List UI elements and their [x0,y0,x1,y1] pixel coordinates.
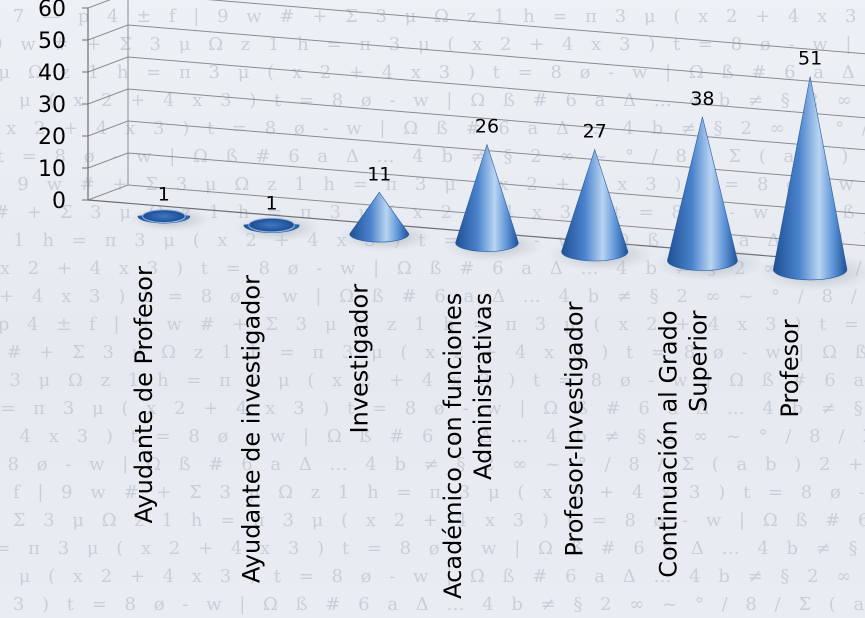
category-label-line: Superior [684,310,712,412]
category-label: Académico con funcionesAdministrativas [439,293,497,599]
data-label: 51 [798,48,822,70]
cone-mark [667,116,738,271]
category-label-line: Administrativas [469,293,497,480]
category-label: Continuación al GradoSuperior [654,310,712,577]
gridline-side [87,0,111,9]
data-label: 38 [690,88,714,110]
y-tick-label: 50 [38,29,66,54]
category-labels: Ayudante de Profesor Ayudante de investig… [130,266,804,599]
y-tick-label: 60 [38,0,66,22]
background-glyph-row: 1 h = π 3 μ ( x 2 + 4 x 3 ) t = 8 ø - w … [0,90,865,111]
data-label: 1 [266,192,278,214]
background-glyph-row: w # + Σ 3 μ Ω z 1 h = π 3 μ ( x 2 + 4 x … [0,510,865,531]
background-glyph-row: π 3 μ ( x 2 + 4 x 3 ) t = 8 ø - w | Ω ß … [0,566,865,587]
category-label: Ayudante de investigador [238,275,266,583]
background-glyph-row: = 7 — p 4 ± f | 9 w # + Σ 3 μ Ω z 1 h = … [0,6,865,27]
category-label-line: Profesor-Investigador [561,301,589,556]
category-label: Investigador [345,284,373,434]
background-glyph-row: 7 — p 4 ± f | 9 w # + Σ 3 μ Ω z 1 h = π … [0,314,865,335]
cone-base [142,209,186,223]
category-label: Ayudante de Profesor [130,266,158,523]
background-texture: = 7 — p 4 ± f | 9 w # + Σ 3 μ Ω z 1 h = … [0,6,865,615]
category-label-line: Investigador [345,284,373,434]
background-glyph-row: w # + Σ 3 μ Ω z 1 h = π 3 μ ( x 2 + 4 x … [0,202,865,223]
gridline-side [87,120,129,137]
background-glyph-row: 1 h = π 3 μ ( x 2 + 4 x 3 ) t = 8 ø - w … [0,398,865,419]
background-glyph-row: μ ( x 2 + 4 x 3 ) t = 8 ø - w | Ω ß # 6 … [0,118,865,139]
category-label-line: Ayudante de investigador [238,275,266,583]
gridline-side [87,56,129,73]
gridline [127,24,865,87]
cone-mark [455,143,519,252]
category-label-line: Académico con funciones [439,293,467,599]
gridline-side [87,24,129,41]
cone-series [128,76,865,292]
y-tick-label: 10 [38,157,66,182]
data-label: 27 [583,121,607,143]
category-label-line: Profesor [776,319,804,417]
background-glyph-row: 2 + 4 x 3 ) t = 8 ø - w | Ω ß # 6 a Δ … … [0,286,865,307]
category-label-line: Ayudante de Profesor [130,266,158,523]
cone-mark [561,148,629,262]
gridline-side [87,184,129,201]
gridline [127,88,865,151]
data-label: 11 [367,163,391,185]
gridline-side [87,152,129,169]
background-glyph-row: x 3 ) t = 8 ø - w | Ω ß # 6 a Δ … 4 b ≠ … [0,146,865,167]
background-glyph-row: π 3 μ ( x 2 + 4 x 3 ) t = 8 ø - w | Ω ß … [0,258,865,279]
background-glyph-row: ( x 2 + 4 x 3 ) t = 8 ø - w | Ω ß # 6 a … [0,426,865,447]
y-tick-label: 20 [38,125,66,150]
gridline [127,152,865,215]
background-glyph-row: + Σ 3 μ Ω z 1 h = π 3 μ ( x 2 + 4 x 3 ) … [0,62,865,83]
data-label: 26 [475,115,499,137]
background-glyph-row: p 4 ± f | 9 w # + Σ 3 μ Ω z 1 h = π 3 μ … [0,174,865,195]
y-axis-ticks: 0 10 20 30 40 50 60 [38,0,88,214]
background-glyph-row: f | 9 w # + Σ 3 μ Ω z 1 h = π 3 μ ( x 2 … [0,342,865,363]
gridline [127,56,865,119]
background-glyph-row: f | 9 w # + Σ 3 μ Ω z 1 h = π 3 μ ( x 2 … [0,34,865,55]
background-glyph-row: x 3 ) t = 8 ø - w | Ω ß # 6 a Δ … 4 b ≠ … [0,454,865,475]
cone-mark [349,191,410,243]
gridline [127,120,865,183]
cone-base [248,217,295,233]
y-tick-label: 40 [38,61,66,86]
background-glyph-row: Σ 3 μ Ω z 1 h = π 3 μ ( x 2 + 4 x 3 ) t … [0,370,865,391]
gridline-side [87,88,129,105]
y-tick-label: 30 [38,93,66,118]
data-label: 1 [158,183,170,205]
gridline [206,0,865,55]
background-glyph-row: Ω z 1 h = π 3 μ ( x 2 + 4 x 3 ) t = 8 ø … [0,538,865,559]
category-label-line: Continuación al Grado [654,310,682,577]
y-tick-label: 0 [52,189,66,214]
category-label: Profesor [776,319,804,417]
background-glyph-row: + 4 x 3 ) t = 8 ø - w | Ω ß # 6 a Δ … 4 … [0,594,865,615]
cone-mark [773,76,848,281]
background-glyph-row: 4 ± f | 9 w # + Σ 3 μ Ω z 1 h = π 3 μ ( … [0,482,865,503]
category-label: Profesor-Investigador [561,301,589,556]
